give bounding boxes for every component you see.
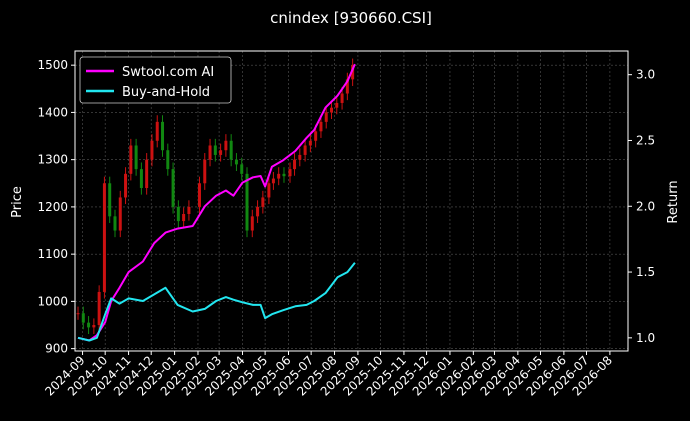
candle-body — [330, 107, 334, 113]
candle-body — [166, 150, 170, 170]
y-tick-label-left: 1000 — [37, 294, 68, 308]
candle-body — [250, 216, 254, 231]
candle-body — [267, 183, 271, 198]
candle-body — [182, 213, 186, 222]
buy-and-hold-line — [77, 262, 356, 342]
candle-body — [219, 150, 223, 155]
plot-frame — [74, 50, 629, 352]
candle-body — [256, 206, 260, 217]
candle-body — [187, 206, 191, 214]
candle-body — [308, 140, 312, 146]
candle-body — [203, 159, 207, 184]
candle-body — [97, 291, 101, 326]
candle-body — [229, 140, 233, 160]
candle-body — [176, 206, 180, 222]
candle-body — [124, 173, 128, 198]
candle-body — [213, 145, 217, 155]
candle-body — [92, 325, 96, 328]
candlestick-series — [76, 58, 355, 334]
return-lines — [77, 63, 356, 342]
candle-body — [129, 145, 133, 174]
candle-body — [76, 313, 80, 315]
y-tick-label-right: 2.5 — [636, 133, 655, 147]
candle-body — [314, 131, 318, 141]
candle-body — [102, 183, 106, 292]
candle-body — [277, 173, 281, 179]
candle-body — [81, 313, 85, 323]
candle-body — [139, 169, 143, 189]
candle-body — [303, 145, 307, 155]
y-tick-label-left: 1400 — [37, 105, 68, 119]
candle-body — [234, 159, 238, 165]
candle-body — [298, 154, 302, 160]
y-tick-label-left: 1100 — [37, 247, 68, 261]
candle-body — [155, 121, 159, 141]
candle-body — [224, 140, 228, 151]
y-axis-label-left: Price — [10, 186, 25, 218]
candle-body — [240, 164, 244, 174]
candle-body — [271, 178, 275, 184]
legend: Swtool.com AI Buy-and-Hold — [79, 56, 232, 104]
y-tick-label-right: 2.0 — [636, 199, 655, 213]
y-tick-label-left: 1500 — [37, 58, 68, 72]
candle-body — [261, 197, 265, 207]
candle-body — [293, 159, 297, 170]
candle-body — [208, 145, 212, 160]
candle-body — [282, 173, 286, 177]
legend-label: Buy-and-Hold — [122, 85, 210, 100]
candle-body — [161, 121, 165, 151]
y-tick-label-right: 3.0 — [636, 68, 655, 82]
candle-body — [351, 65, 355, 80]
candle-body — [340, 93, 344, 103]
candle-body — [118, 197, 122, 231]
legend-box — [79, 56, 232, 104]
candle-body — [171, 169, 175, 207]
candle-body — [87, 322, 91, 328]
candle-body — [150, 140, 154, 160]
candle-body — [197, 183, 201, 207]
candle-body — [108, 183, 112, 217]
y-tick-label-right: 1.0 — [636, 331, 655, 345]
candle-body — [324, 112, 328, 122]
y-tick-label-left: 1300 — [37, 153, 68, 167]
legend-label: Swtool.com AI — [122, 65, 214, 80]
candle-body — [245, 173, 249, 231]
y-tick-label-left: 900 — [45, 342, 68, 356]
candle-body — [288, 169, 292, 177]
candle-body — [134, 145, 138, 170]
candle-body — [345, 79, 349, 94]
candle-body — [319, 121, 323, 132]
candle-body — [113, 216, 117, 231]
y-tick-label-right: 1.5 — [636, 265, 655, 279]
y-axis-label-right: Return — [666, 180, 681, 223]
candle-body — [335, 102, 339, 108]
y-tick-label-left: 1200 — [37, 200, 68, 214]
chart-title: cnindex [930660.CSI] — [270, 9, 432, 27]
strategy-line — [77, 63, 356, 342]
candle-body — [145, 159, 149, 189]
